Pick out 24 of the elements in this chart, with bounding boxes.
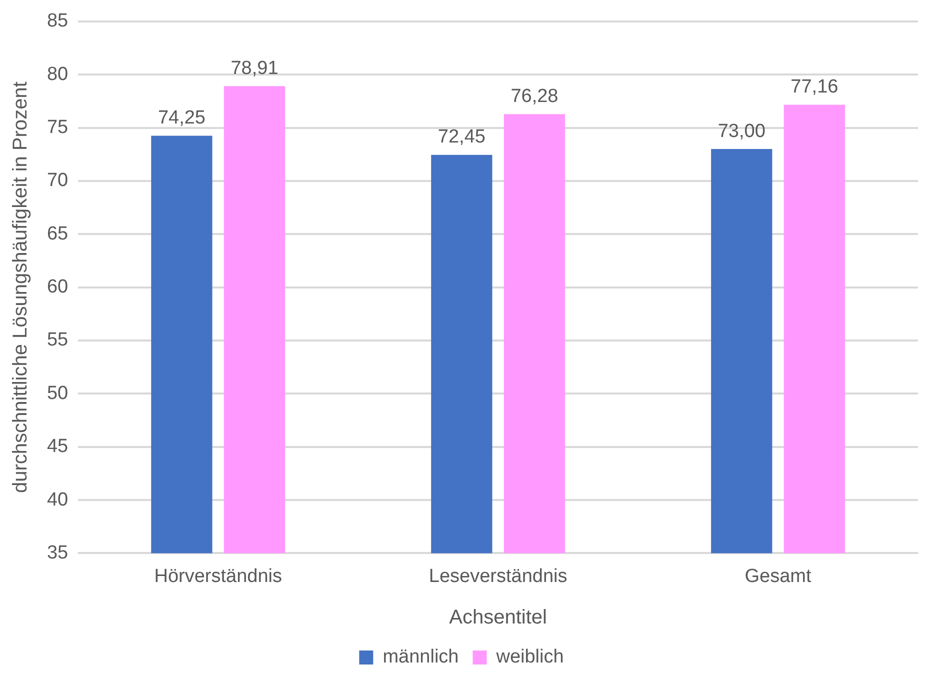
x-tick-label: Gesamt bbox=[744, 566, 812, 587]
y-tick-label: 60 bbox=[46, 276, 68, 298]
y-tick-label: 70 bbox=[46, 170, 68, 192]
y-tick-label: 50 bbox=[46, 382, 68, 404]
y-tick-label: 85 bbox=[46, 10, 68, 32]
data-label: 73,00 bbox=[718, 120, 766, 142]
y-tick-label: 55 bbox=[46, 330, 68, 351]
legend-label: weiblich bbox=[495, 646, 564, 668]
data-label: 76,28 bbox=[510, 86, 558, 107]
y-tick-label: 80 bbox=[46, 64, 68, 85]
y-tick-label: 45 bbox=[46, 436, 68, 458]
y-axis-title: durchschnittliche Lösungshäufigkeit in Prozent bbox=[10, 81, 32, 493]
x-tick-label: Leseverständnis bbox=[428, 566, 568, 587]
data-label: 78,91 bbox=[230, 58, 278, 79]
data-label: 72,45 bbox=[438, 126, 486, 148]
x-axis-title: Achsentitel bbox=[449, 606, 547, 629]
y-tick-label: 35 bbox=[46, 542, 68, 564]
y-tick-label: 75 bbox=[46, 116, 68, 138]
y-tick-label: 40 bbox=[46, 489, 68, 510]
y-tick-label: 65 bbox=[46, 223, 68, 244]
data-label: 74,25 bbox=[158, 107, 206, 128]
x-tick-label: Hörverständnis bbox=[154, 566, 282, 587]
data-label: 77,16 bbox=[790, 76, 838, 98]
legend-label: männlich bbox=[382, 646, 459, 668]
